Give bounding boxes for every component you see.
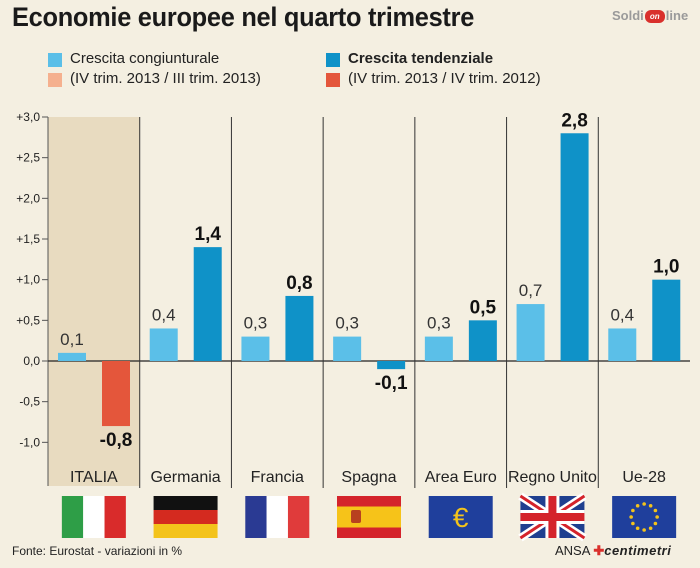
bar-tendenziale: [285, 295, 314, 361]
category-label: Spagna: [341, 469, 396, 486]
flag-stripe: [287, 496, 310, 538]
y-tick-label: +3,0: [16, 110, 40, 124]
category-label: Germania: [150, 469, 220, 486]
bar-tendenziale: [102, 361, 130, 427]
legend-swatch-tendenziale: [326, 53, 340, 67]
euro-symbol: €: [453, 502, 469, 533]
flag-field: [428, 496, 493, 538]
bar-congiunturale: [608, 328, 637, 361]
legend-label-congiunturale: Crescita congiunturale: [70, 50, 220, 67]
eu-star: [653, 508, 658, 513]
eu-star: [653, 521, 658, 526]
legend-swatch-italy-tendenziale: [326, 73, 340, 87]
y-tick-label: 0,0: [23, 354, 40, 368]
data-label-congiunturale: 0,1: [60, 330, 84, 349]
data-label-congiunturale: 0,3: [427, 314, 451, 333]
data-label-tendenziale: -0,1: [375, 373, 408, 394]
data-label-tendenziale: 0,5: [470, 297, 497, 318]
data-label-congiunturale: 0,4: [152, 305, 176, 324]
y-tick-label: +2,5: [16, 151, 40, 165]
france-flag: [245, 496, 310, 538]
data-label-tendenziale: 1,0: [653, 257, 679, 278]
page-title: Economie europee nel quarto trimestre: [12, 2, 475, 32]
soldionline-logo: Soldi on line: [612, 8, 689, 24]
flag-stripe: [83, 496, 105, 538]
y-tick-label: -1,0: [19, 435, 40, 449]
legend-sub-congiunturale: (IV trim. 2013 / III trim. 2013): [70, 70, 261, 87]
data-label-congiunturale: 0,4: [610, 305, 634, 324]
flag-stripe: [153, 524, 218, 538]
eu-star: [631, 521, 635, 526]
flag-stripe: [245, 496, 267, 538]
category-label: Francia: [251, 469, 304, 486]
spain-flag: [337, 496, 401, 538]
eu-star: [635, 526, 640, 531]
germany-flag: [153, 496, 218, 538]
legend-label-tendenziale: Crescita tendenziale: [348, 50, 494, 67]
ansa-centimetri-credit: ANSA ✚centimetri: [555, 543, 672, 558]
eu-star: [631, 508, 635, 513]
data-label-congiunturale: 0,7: [519, 281, 543, 300]
flag-stripe: [266, 496, 288, 538]
bar-congiunturale: [58, 352, 86, 361]
y-tick-label: +1,0: [16, 273, 40, 287]
eu-star: [655, 515, 659, 519]
eu-star: [629, 515, 633, 519]
category-label: ITALIA: [70, 469, 118, 486]
legend-swatch-italy-congiunturale: [48, 73, 62, 87]
legend-sub-tendenziale: (IV trim. 2013 / IV trim. 2012): [348, 70, 541, 87]
uk-flag: [518, 492, 587, 542]
data-label-congiunturale: 0,3: [244, 314, 268, 333]
y-tick-label: +2,0: [16, 191, 40, 205]
eu-star: [648, 526, 653, 531]
eu-flag: [612, 496, 677, 538]
bar-tendenziale: [560, 133, 589, 361]
y-tick-label: -0,5: [19, 395, 40, 409]
bar-tendenziale: [468, 320, 497, 361]
data-label-tendenziale: 2,8: [561, 110, 587, 131]
bar-congiunturale: [424, 336, 453, 361]
category-label: Area Euro: [425, 469, 497, 486]
bar-tendenziale: [652, 279, 681, 361]
bar-tendenziale: [193, 247, 222, 361]
category-label: Ue-28: [622, 469, 666, 486]
y-tick-label: +0,5: [16, 313, 40, 327]
data-label-tendenziale: 1,4: [195, 224, 222, 245]
spain-coat-of-arms: [351, 510, 361, 523]
y-tick-label: +1,5: [16, 232, 40, 246]
bar-congiunturale: [516, 304, 545, 361]
category-label: Regno Unito: [508, 469, 597, 486]
flag-stripe: [153, 510, 218, 524]
flag-stripe: [61, 496, 84, 538]
flag-cross-red: [520, 513, 585, 521]
bar-congiunturale: [241, 336, 270, 361]
data-label-congiunturale: 0,3: [335, 314, 359, 333]
flag-stripe: [337, 506, 401, 528]
italy-flag: [61, 496, 126, 538]
eu-star: [635, 503, 640, 508]
eu-flag: €: [428, 496, 493, 538]
flag-stripe: [104, 496, 126, 538]
bar-congiunturale: [333, 336, 362, 361]
eu-star: [648, 503, 653, 508]
eu-star: [642, 528, 646, 532]
bar-tendenziale: [377, 361, 406, 370]
source-note: Fonte: Eurostat - variazioni in %: [12, 544, 183, 558]
data-label-tendenziale: 0,8: [286, 273, 312, 294]
legend-swatch-congiunturale: [48, 53, 62, 67]
bar-congiunturale: [149, 328, 178, 361]
data-label-tendenziale: -0,8: [100, 430, 133, 451]
eu-star: [642, 502, 646, 506]
flag-stripe: [153, 496, 218, 510]
